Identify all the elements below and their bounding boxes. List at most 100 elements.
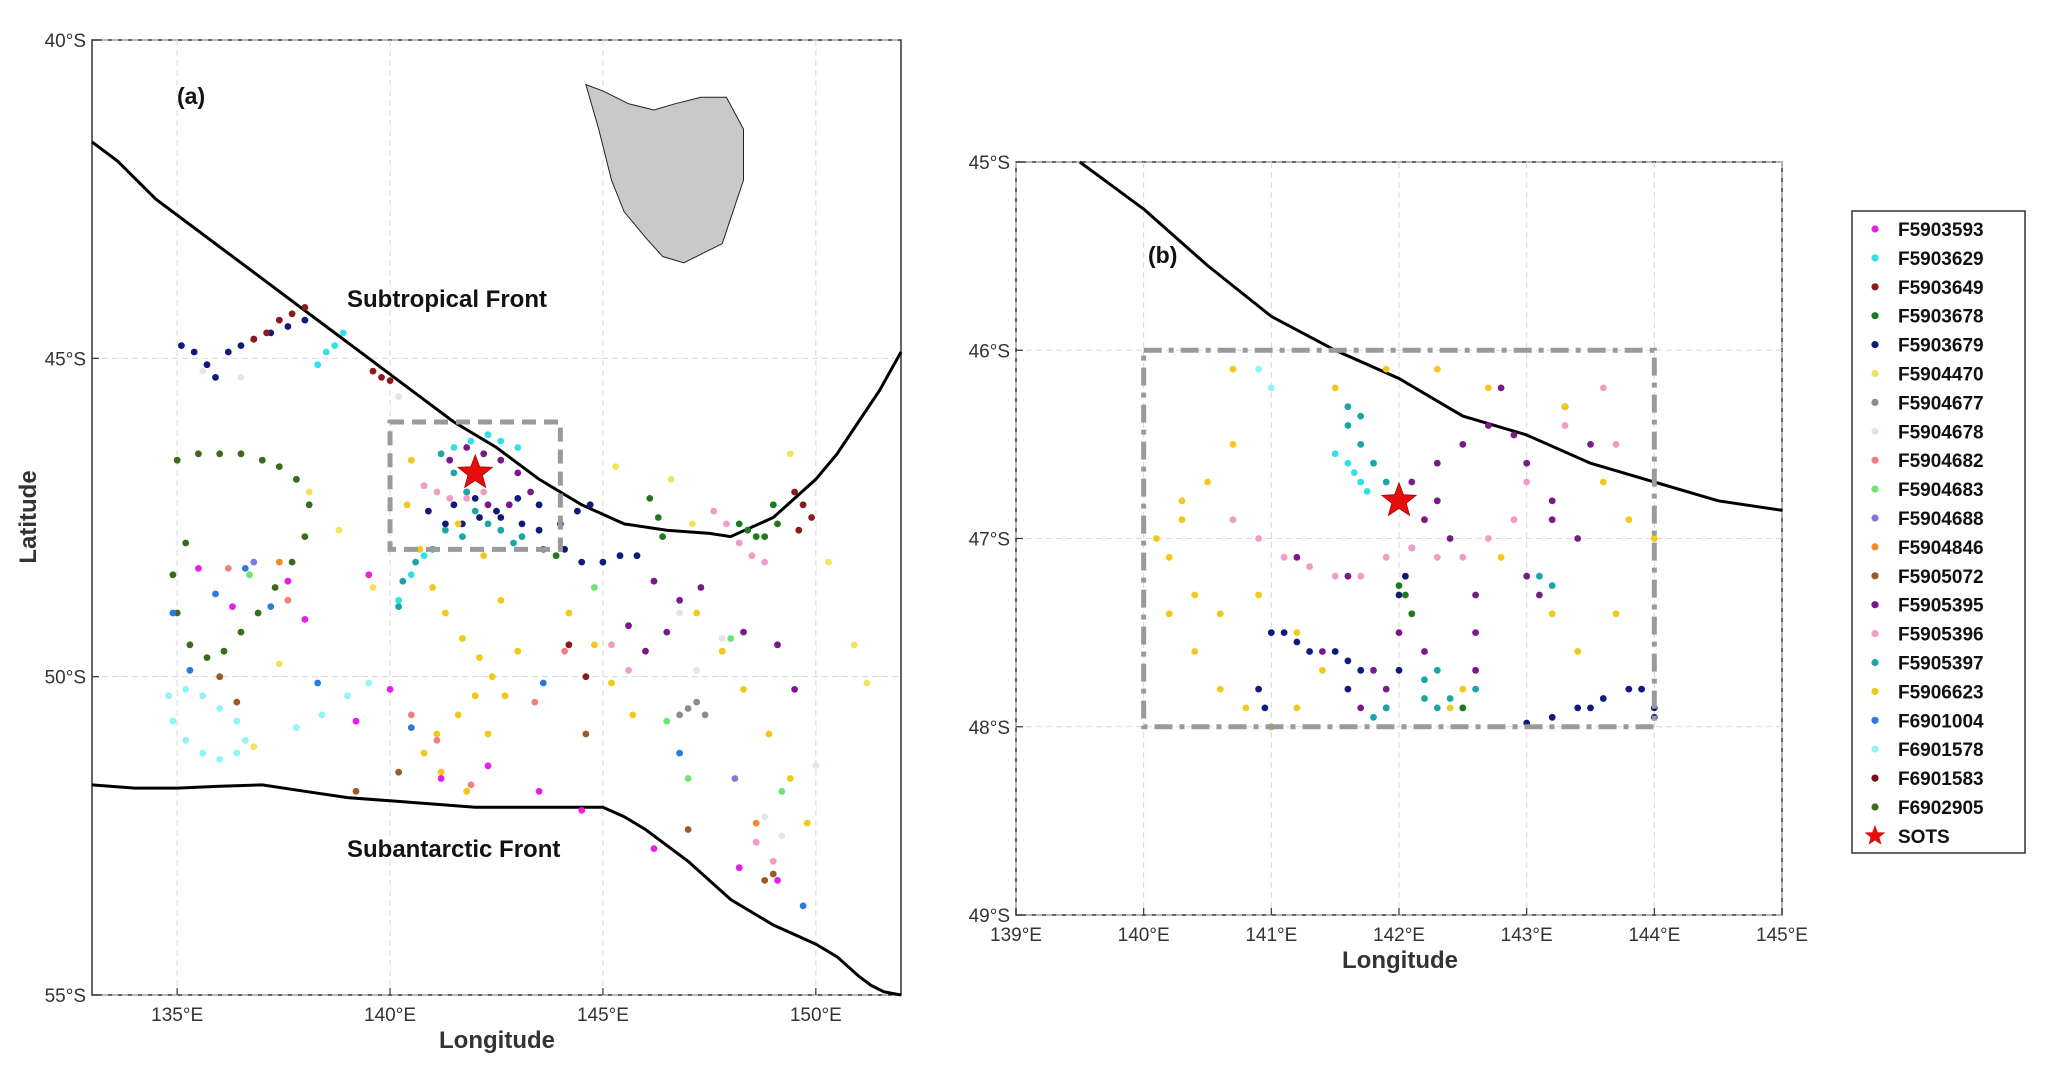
float-point [527, 488, 534, 496]
float-point [1548, 610, 1556, 618]
legend-marker [1871, 803, 1879, 811]
float-point [1191, 591, 1199, 599]
float-point [612, 463, 620, 470]
legend-label: F5906623 [1898, 682, 1984, 703]
float-point [1561, 403, 1569, 411]
float-point [689, 520, 696, 528]
float-point [1433, 553, 1441, 561]
float-point [480, 450, 488, 458]
float-point [1153, 535, 1160, 542]
float-point [378, 374, 385, 381]
study-box-outline [387, 419, 563, 552]
float-point [646, 495, 654, 502]
float-point [582, 730, 590, 738]
float-point [616, 552, 624, 560]
float-point [740, 686, 747, 693]
float-point [1523, 478, 1531, 486]
float-point [190, 348, 198, 356]
float-point [1357, 704, 1365, 712]
float-point [1357, 478, 1365, 486]
float-point [693, 698, 700, 706]
float-point [271, 584, 279, 591]
float-point [761, 558, 769, 566]
float-point [1421, 516, 1428, 524]
float-point [288, 558, 296, 566]
subtropical-front-line [91, 140, 903, 539]
float-point [1357, 441, 1365, 448]
x-tick-label: 145°E [1756, 925, 1808, 946]
legend-label: F5903678 [1898, 307, 1984, 328]
float-point [318, 711, 326, 719]
float-point [1178, 497, 1186, 505]
float-point [1344, 459, 1352, 467]
float-point [786, 775, 794, 782]
float-point [1421, 648, 1428, 655]
float-point [484, 520, 492, 528]
float-point [1331, 572, 1339, 580]
float-point [676, 749, 683, 757]
float-point [684, 775, 692, 782]
float-point [450, 501, 458, 509]
float-point [1599, 478, 1607, 486]
float-point [463, 444, 471, 451]
float-point [395, 603, 402, 610]
float-point [752, 838, 760, 846]
y-tick-label: 47°S [969, 530, 1010, 551]
float-point [1344, 572, 1352, 580]
float-point [476, 654, 483, 661]
float-point [769, 857, 777, 865]
float-point [1293, 629, 1301, 636]
float-point [1548, 516, 1556, 524]
float-point [561, 545, 568, 553]
legend-marker [1871, 745, 1879, 753]
y-tick-label: 49°S [969, 906, 1010, 927]
float-point [275, 316, 283, 324]
float-point [1485, 384, 1492, 392]
float-point [263, 329, 270, 337]
float-point [1229, 441, 1237, 448]
float-point [735, 864, 743, 872]
float-point [442, 526, 449, 534]
float-point [1306, 648, 1313, 655]
float-point [663, 628, 671, 636]
float-point [220, 647, 228, 655]
float-point [386, 377, 394, 384]
float-point [250, 335, 258, 343]
float-point [365, 679, 373, 687]
float-point [1446, 704, 1454, 712]
float-point [344, 692, 351, 700]
float-point [650, 845, 658, 852]
float-point [693, 666, 700, 674]
float-point [1574, 704, 1582, 712]
float-point [420, 482, 428, 490]
float-point [1395, 629, 1403, 636]
float-point [1267, 629, 1275, 636]
float-point [446, 456, 454, 464]
float-point [216, 756, 224, 763]
float-point [1625, 516, 1633, 524]
float-point [484, 501, 492, 509]
float-point [275, 660, 283, 668]
panel-b-fronts [1078, 160, 1783, 512]
float-point [250, 743, 258, 751]
float-point [1319, 666, 1326, 674]
float-point [1370, 666, 1377, 674]
float-point [761, 533, 769, 540]
y-tick-label: 50°S [45, 668, 86, 689]
float-point [1363, 488, 1371, 495]
legend-marker [1871, 716, 1879, 724]
float-point [1459, 553, 1467, 561]
float-point [446, 495, 454, 502]
float-point [437, 775, 445, 782]
float-point [412, 558, 419, 566]
x-tick-label: 140°E [1118, 925, 1170, 946]
panel-a-xlabel: Longitude [439, 1027, 555, 1054]
float-point [182, 736, 190, 744]
float-point [650, 577, 658, 585]
float-point [1574, 648, 1582, 655]
float-point [748, 552, 756, 560]
float-point [305, 501, 313, 509]
float-point [237, 374, 245, 381]
float-point [535, 501, 543, 509]
float-point [740, 628, 747, 636]
